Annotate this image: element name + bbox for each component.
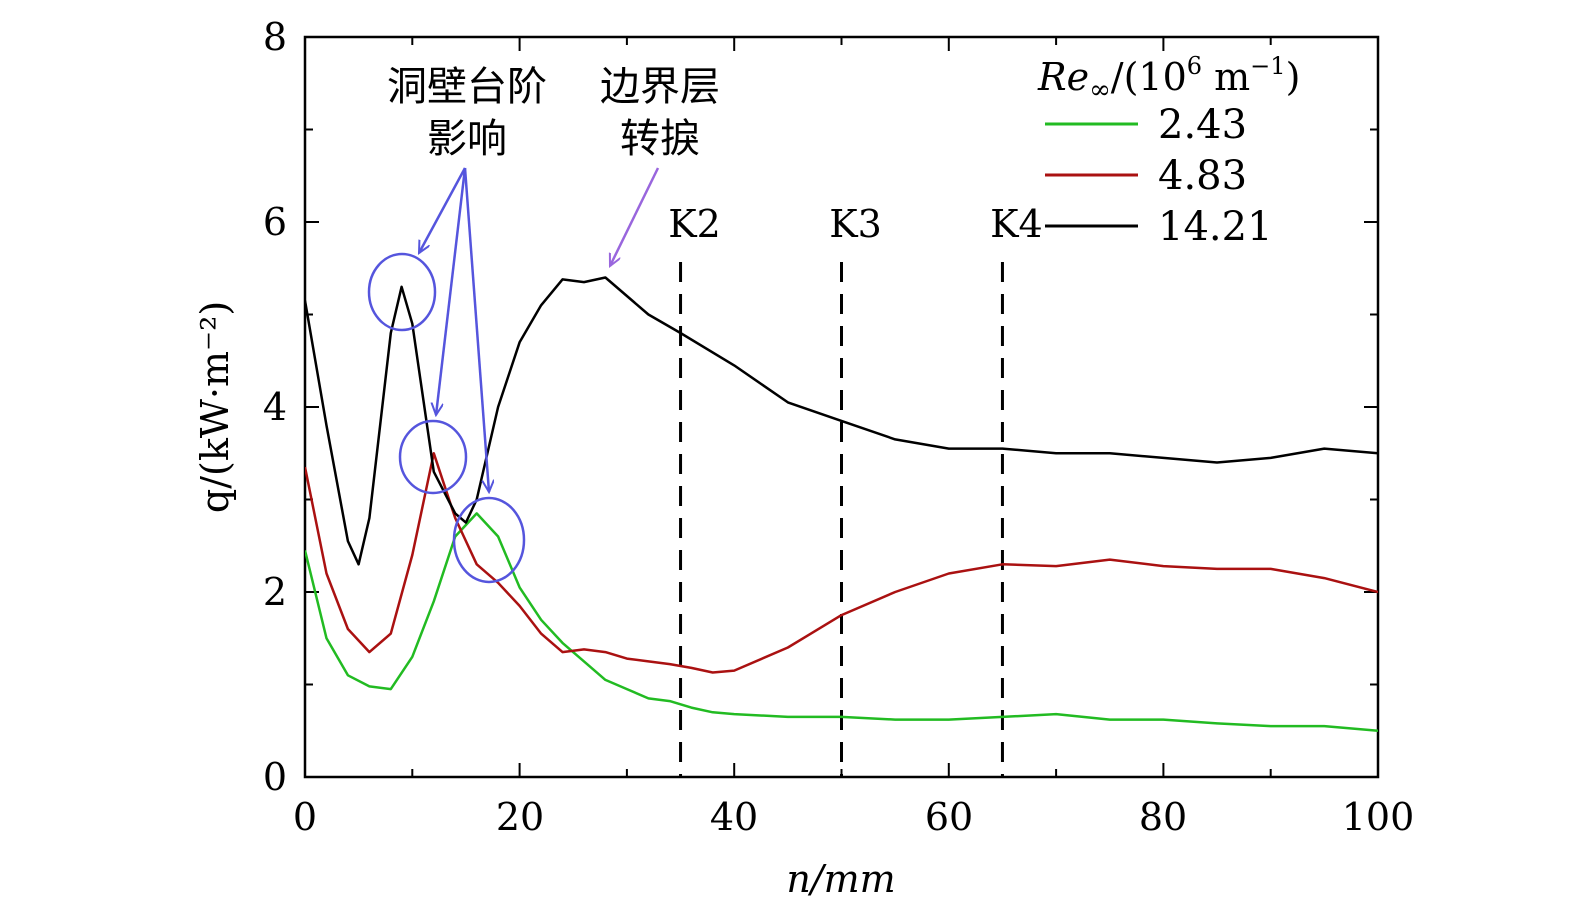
legend-title-main: Re (1037, 55, 1089, 99)
legend-title-unit: /(10 (1111, 55, 1187, 99)
annotation-text: 洞壁台阶 (387, 64, 547, 110)
y-tick-label: 0 (263, 755, 287, 799)
legend-title-sub: ∞ (1089, 75, 1111, 105)
legend-label: 14.21 (1158, 204, 1273, 250)
annotation-arrow-3 (463, 167, 489, 492)
x-tick-label: 0 (293, 795, 317, 839)
legend-label: 4.83 (1158, 153, 1247, 199)
legend-title: Re∞/(106 m−1) (1037, 52, 1300, 105)
annotation-text: 影响 (427, 116, 507, 162)
y-tick-label: 4 (263, 385, 287, 429)
series-line-3 (305, 276, 1378, 566)
x-tick-label: 40 (710, 795, 758, 839)
series-group (305, 276, 1378, 733)
legend: Re∞/(106 m−1) 2.43 4.83 14.21 (1037, 52, 1300, 250)
axis-ticks (304, 36, 1379, 778)
legend-title-close: ) (1286, 55, 1301, 99)
annotation-arrow-2 (436, 167, 467, 415)
annotation-circle-3 (452, 496, 526, 584)
x-tick-label: 20 (496, 795, 544, 839)
x-tick-label: 100 (1342, 795, 1415, 839)
marker-label-k4: K4 (990, 202, 1043, 246)
legend-title-unit2: m (1202, 55, 1250, 99)
annotation-shapes (367, 167, 660, 584)
annotation-text: 转捩 (620, 116, 700, 162)
annotation-circle-2 (398, 419, 468, 495)
series-line-2 (305, 452, 1378, 674)
annotation-arrow-1 (417, 167, 467, 253)
marker-lines: K2 K3 K4 (668, 202, 1043, 777)
annotation-circle-1 (367, 252, 437, 332)
y-axis-label: q/(kW·m⁻²) (193, 301, 237, 513)
y-tick-label: 2 (263, 570, 287, 614)
annotation-arrow-4 (608, 167, 660, 266)
x-tick-label: 60 (925, 795, 973, 839)
series-line-1 (305, 512, 1378, 733)
legend-title-exp2: −1 (1250, 52, 1285, 80)
y-tick-label: 6 (263, 200, 287, 244)
y-tick-label: 8 (263, 15, 287, 59)
x-axis-label: n/mm (786, 857, 895, 901)
x-tick-label: 80 (1139, 795, 1187, 839)
marker-label-k3: K3 (829, 202, 882, 246)
legend-label: 2.43 (1158, 102, 1247, 148)
legend-title-exp1: 6 (1187, 52, 1202, 80)
marker-label-k2: K2 (668, 202, 721, 246)
annotation-text: 边界层 (600, 64, 720, 110)
